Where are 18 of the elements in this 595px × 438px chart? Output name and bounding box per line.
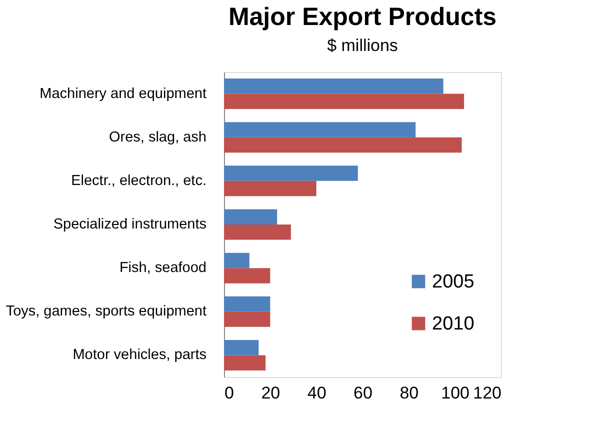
x-tick-label: 0	[224, 384, 234, 402]
y-tick-label: Machinery and equipment	[40, 86, 206, 102]
legend-label: 2005	[432, 272, 474, 292]
y-tick-label: Specialized instruments	[53, 216, 206, 232]
y-tick-label: Fish, seafood	[119, 260, 206, 276]
x-tick-label: 20	[261, 384, 280, 402]
x-tick-label: 120	[473, 384, 502, 402]
y-tick-label: Toys, games, sports equipment	[6, 304, 206, 320]
y-tick-label: Ores, slag, ash	[108, 129, 206, 146]
legend-label: 2010	[432, 314, 474, 334]
chart-subtitle: $ millions	[327, 36, 398, 55]
y-tick-label: Motor vehicles, parts	[72, 347, 206, 364]
chart-title: Major Export Products	[228, 3, 497, 31]
x-tick-label: 60	[354, 384, 372, 402]
x-tick-label: 80	[400, 384, 419, 402]
y-tick-label: Electr., electron., etc.	[71, 172, 206, 189]
x-tick-label: 100	[441, 384, 470, 402]
x-tick-label: 40	[307, 384, 326, 402]
